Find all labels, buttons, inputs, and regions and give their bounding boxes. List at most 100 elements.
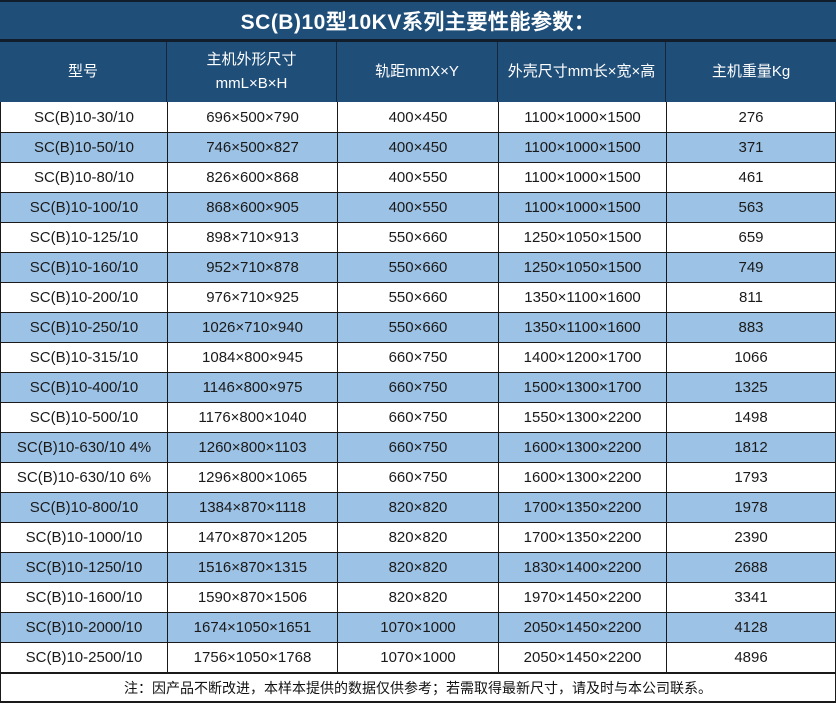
cell-weight: 371 xyxy=(666,133,835,162)
cell-enclosure-dimensions: 2050×1450×2200 xyxy=(498,613,666,642)
cell-enclosure-dimensions: 1250×1050×1500 xyxy=(498,253,666,282)
cell-rail-gauge: 550×660 xyxy=(337,313,498,342)
cell-model: SC(B)10-50/10 xyxy=(33,139,135,156)
cell-unit-dimensions: 826×600×868 xyxy=(167,163,337,192)
cell-weight: 749 xyxy=(666,253,835,282)
cell-weight: 4896 xyxy=(666,643,835,672)
table-title: SC(B)10型10KV系列主要性能参数： xyxy=(0,0,836,42)
cell-model: SC(B)10-125/10 xyxy=(29,229,139,246)
cell-rail-gauge: 660×750 xyxy=(337,373,498,402)
cell-unit-dimensions: 1146×800×975 xyxy=(167,373,337,402)
cell-enclosure-dimensions: 1100×1000×1500 xyxy=(498,163,666,192)
table-row: SC(B)10-1600/10 1590×870×1506 820×820 1970×… xyxy=(1,582,835,612)
table-header-row: 型号 主机外形尺寸 mmL×B×H 轨距mmX×Y 外壳尺寸mm长×宽×高 主机… xyxy=(0,42,836,102)
table-row: SC(B)10-630/10 6% 1296×800×1065 660×750 160… xyxy=(1,462,835,492)
cell-unit-dimensions: 1026×710×940 xyxy=(167,313,337,342)
table-row: SC(B)10-630/10 4% 1260×800×1103 660×750 160… xyxy=(1,432,835,462)
cell-rail-gauge: 550×660 xyxy=(337,253,498,282)
cell-weight: 659 xyxy=(666,223,835,252)
cell-rail-gauge: 1070×1000 xyxy=(337,613,498,642)
cell-model: SC(B)10-250/10 xyxy=(29,319,139,336)
cell-rail-gauge: 660×750 xyxy=(337,433,498,462)
footer-note: 注：因产品不断改进，本样本提供的数据仅供参考；若需取得最新尺寸，请及时与本公司联… xyxy=(0,672,836,703)
cell-unit-dimensions: 898×710×913 xyxy=(167,223,337,252)
column-header-unit-dimensions: 主机外形尺寸 mmL×B×H xyxy=(166,42,336,102)
cell-model: SC(B)10-160/10 xyxy=(29,259,139,276)
cell-model: SC(B)10-2000/10 xyxy=(25,619,143,636)
cell-unit-dimensions: 1260×800×1103 xyxy=(167,433,337,462)
cell-enclosure-dimensions: 1100×1000×1500 xyxy=(498,193,666,222)
cell-rail-gauge: 550×660 xyxy=(337,223,498,252)
table-row: SC(B)10-800/10 1384×870×1118 820×820 1700×1… xyxy=(1,492,835,522)
cell-enclosure-dimensions: 1830×1400×2200 xyxy=(498,553,666,582)
cell-unit-dimensions: 1384×870×1118 xyxy=(167,493,337,522)
table-row: SC(B)10-1000/10 1470×870×1205 820×820 1700×… xyxy=(1,522,835,552)
table-row: SC(B)10-500/10 1176×800×1040 660×750 1550×1… xyxy=(1,402,835,432)
column-header-weight: 主机重量Kg xyxy=(665,42,836,102)
cell-model: SC(B)10-2500/10 xyxy=(25,649,143,666)
cell-rail-gauge: 400×550 xyxy=(337,163,498,192)
cell-weight: 1812 xyxy=(666,433,835,462)
table-row: SC(B)10-315/10 1084×800×945 660×750 1400×12… xyxy=(1,342,835,372)
cell-unit-dimensions: 746×500×827 xyxy=(167,133,337,162)
cell-rail-gauge: 820×820 xyxy=(337,493,498,522)
cell-unit-dimensions: 1470×870×1205 xyxy=(167,523,337,552)
cell-enclosure-dimensions: 1600×1300×2200 xyxy=(498,433,666,462)
cell-unit-dimensions: 1674×1050×1651 xyxy=(167,613,337,642)
cell-enclosure-dimensions: 2050×1450×2200 xyxy=(498,643,666,672)
cell-enclosure-dimensions: 1100×1000×1500 xyxy=(498,133,666,162)
cell-unit-dimensions: 1516×870×1315 xyxy=(167,553,337,582)
cell-enclosure-dimensions: 1400×1200×1700 xyxy=(498,343,666,372)
cell-unit-dimensions: 1590×870×1506 xyxy=(167,583,337,612)
cell-weight: 1793 xyxy=(666,463,835,492)
cell-weight: 4128 xyxy=(666,613,835,642)
cell-weight: 1066 xyxy=(666,343,835,372)
cell-model: SC(B)10-100/10 xyxy=(29,199,139,216)
cell-enclosure-dimensions: 1500×1300×1700 xyxy=(498,373,666,402)
table-row: SC(B)10-200/10 976×710×925 550×660 1350×110… xyxy=(1,282,835,312)
cell-rail-gauge: 660×750 xyxy=(337,343,498,372)
table-row: SC(B)10-2000/10 1674×1050×1651 1070×1000 20… xyxy=(1,612,835,642)
table-row: SC(B)10-50/10 746×500×827 400×450 1100×1000… xyxy=(1,132,835,162)
cell-weight: 461 xyxy=(666,163,835,192)
cell-rail-gauge: 660×750 xyxy=(337,463,498,492)
cell-rail-gauge: 820×820 xyxy=(337,523,498,552)
cell-unit-dimensions: 868×600×905 xyxy=(167,193,337,222)
cell-enclosure-dimensions: 1970×1450×2200 xyxy=(498,583,666,612)
table-row: SC(B)10-2500/10 1756×1050×1768 1070×1000 20… xyxy=(1,642,835,672)
cell-enclosure-dimensions: 1550×1300×2200 xyxy=(498,403,666,432)
cell-rail-gauge: 820×820 xyxy=(337,553,498,582)
cell-weight: 883 xyxy=(666,313,835,342)
cell-weight: 3341 xyxy=(666,583,835,612)
cell-model: SC(B)10-1250/10 xyxy=(25,559,143,576)
cell-model: SC(B)10-1000/10 xyxy=(25,529,143,546)
cell-weight: 2390 xyxy=(666,523,835,552)
cell-unit-dimensions: 1176×800×1040 xyxy=(167,403,337,432)
column-header-model: 型号 xyxy=(67,63,98,80)
cell-rail-gauge: 400×550 xyxy=(337,193,498,222)
cell-model: SC(B)10-630/10 6% xyxy=(16,469,152,486)
cell-unit-dimensions: 976×710×925 xyxy=(167,283,337,312)
table-row: SC(B)10-160/10 952×710×878 550×660 1250×105… xyxy=(1,252,835,282)
cell-enclosure-dimensions: 1350×1100×1600 xyxy=(498,283,666,312)
table-row: SC(B)10-250/10 1026×710×940 550×660 1350×11… xyxy=(1,312,835,342)
cell-rail-gauge: 400×450 xyxy=(337,102,498,132)
cell-model: SC(B)10-200/10 xyxy=(29,289,139,306)
cell-weight: 811 xyxy=(666,283,835,312)
cell-enclosure-dimensions: 1250×1050×1500 xyxy=(498,223,666,252)
table-row: SC(B)10-100/10 868×600×905 400×550 1100×100… xyxy=(1,192,835,222)
cell-weight: 1325 xyxy=(666,373,835,402)
cell-model: SC(B)10-630/10 4% xyxy=(16,439,152,456)
table-row: SC(B)10-1250/10 1516×870×1315 820×820 1830×… xyxy=(1,552,835,582)
cell-rail-gauge: 820×820 xyxy=(337,583,498,612)
cell-model: SC(B)10-80/10 xyxy=(33,169,135,186)
cell-unit-dimensions: 1756×1050×1768 xyxy=(167,643,337,672)
cell-enclosure-dimensions: 1700×1350×2200 xyxy=(498,523,666,552)
cell-model: SC(B)10-30/10 xyxy=(33,108,135,126)
cell-unit-dimensions: 1296×800×1065 xyxy=(167,463,337,492)
cell-weight: 563 xyxy=(666,193,835,222)
cell-unit-dimensions: 952×710×878 xyxy=(167,253,337,282)
cell-rail-gauge: 1070×1000 xyxy=(337,643,498,672)
column-header-rail-gauge: 轨距mmX×Y xyxy=(336,42,497,102)
